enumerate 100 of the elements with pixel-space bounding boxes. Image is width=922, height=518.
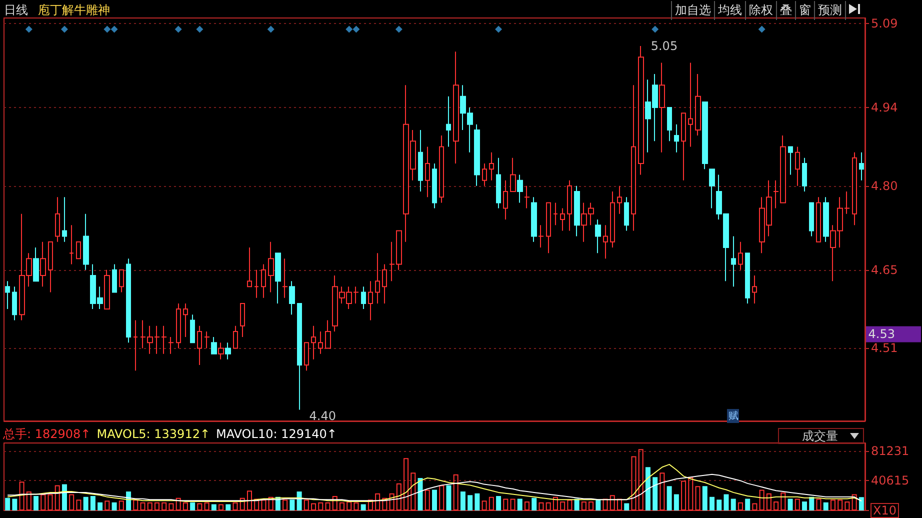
bar	[354, 502, 359, 510]
y-tick-label: 81231	[871, 444, 910, 458]
candlestick	[432, 163, 437, 209]
bar	[48, 494, 53, 510]
candlestick	[823, 196, 829, 242]
y-tick-label: 40615	[871, 474, 910, 488]
candlestick	[289, 280, 295, 316]
candlestick	[709, 168, 715, 209]
candlestick	[802, 157, 807, 192]
bar	[752, 503, 758, 510]
annotation: 赋	[727, 409, 740, 423]
candlestick	[55, 196, 60, 242]
bar	[246, 490, 252, 510]
candlestick	[254, 269, 259, 298]
candlestick	[247, 246, 252, 288]
bar	[54, 485, 60, 510]
bar	[774, 501, 779, 510]
bar	[638, 449, 644, 510]
y-tick-label: 5.09	[871, 16, 898, 31]
y-tick-label: 4.80	[871, 178, 898, 193]
bar	[232, 502, 238, 510]
candlestick	[546, 202, 551, 254]
bar	[852, 494, 857, 510]
line-series	[7, 464, 862, 502]
bar	[368, 500, 373, 510]
bar	[69, 494, 74, 510]
bar	[90, 496, 96, 510]
candlestick	[297, 302, 302, 410]
bar	[681, 480, 686, 510]
candlestick	[531, 196, 537, 242]
candlestick	[738, 241, 743, 270]
bar	[738, 502, 743, 510]
candlestick	[126, 258, 131, 344]
candlestick	[702, 101, 708, 170]
bar	[759, 490, 764, 510]
bar	[118, 500, 124, 510]
candlestick	[368, 280, 373, 321]
chart-title: 日线	[4, 3, 28, 17]
bar	[76, 500, 82, 510]
text: 窗	[795, 1, 814, 20]
bar	[147, 502, 152, 510]
bar	[211, 504, 216, 510]
candlestick	[282, 258, 288, 298]
bar	[453, 474, 458, 510]
bar	[226, 504, 231, 510]
bar	[218, 504, 224, 510]
candlestick	[261, 264, 266, 298]
candlestick	[617, 185, 622, 214]
candlestick	[69, 224, 74, 265]
bar	[574, 498, 580, 510]
bar	[724, 494, 729, 510]
bar	[468, 495, 473, 510]
bar	[617, 498, 622, 510]
bar	[19, 482, 24, 510]
candlestick	[268, 241, 274, 293]
candlestick	[33, 246, 39, 282]
candlestick	[503, 180, 508, 220]
bar	[794, 498, 800, 510]
candlestick	[524, 185, 530, 209]
candlestick	[183, 302, 188, 338]
candlestick	[809, 202, 814, 237]
candlestick	[510, 157, 516, 192]
bar	[496, 496, 502, 510]
bar	[404, 458, 409, 510]
candlestick	[5, 280, 10, 310]
candlestick	[688, 62, 693, 148]
bar	[474, 493, 480, 510]
bar	[261, 500, 266, 510]
candlestick	[83, 213, 89, 270]
candlestick	[176, 302, 181, 349]
text: 成交量	[802, 428, 838, 444]
candlestick	[745, 252, 750, 304]
bar	[339, 502, 344, 510]
candlestick	[816, 196, 821, 242]
bar	[503, 498, 508, 510]
bar	[154, 502, 160, 510]
candlestick	[553, 202, 558, 226]
text: 加自选	[671, 1, 714, 20]
candlestick	[161, 325, 167, 354]
candlestick	[197, 325, 202, 366]
bar	[282, 500, 288, 510]
candlestick	[795, 146, 800, 186]
bar	[567, 500, 572, 510]
candlestick	[382, 264, 387, 304]
candlestick	[659, 62, 665, 153]
candlestick	[595, 219, 601, 254]
candlestick	[667, 107, 672, 142]
bar	[823, 502, 828, 510]
candlestick	[439, 135, 444, 204]
annotation: 4.40	[309, 408, 336, 423]
candlestick	[62, 196, 67, 242]
bar	[290, 500, 295, 510]
y-tick-label: 4.51	[871, 341, 898, 356]
candlestick	[560, 208, 565, 232]
candlestick	[218, 342, 224, 360]
candlestick	[610, 191, 615, 248]
bar	[446, 485, 452, 510]
candlestick	[453, 51, 459, 164]
bar	[660, 472, 665, 510]
bar	[240, 498, 245, 510]
